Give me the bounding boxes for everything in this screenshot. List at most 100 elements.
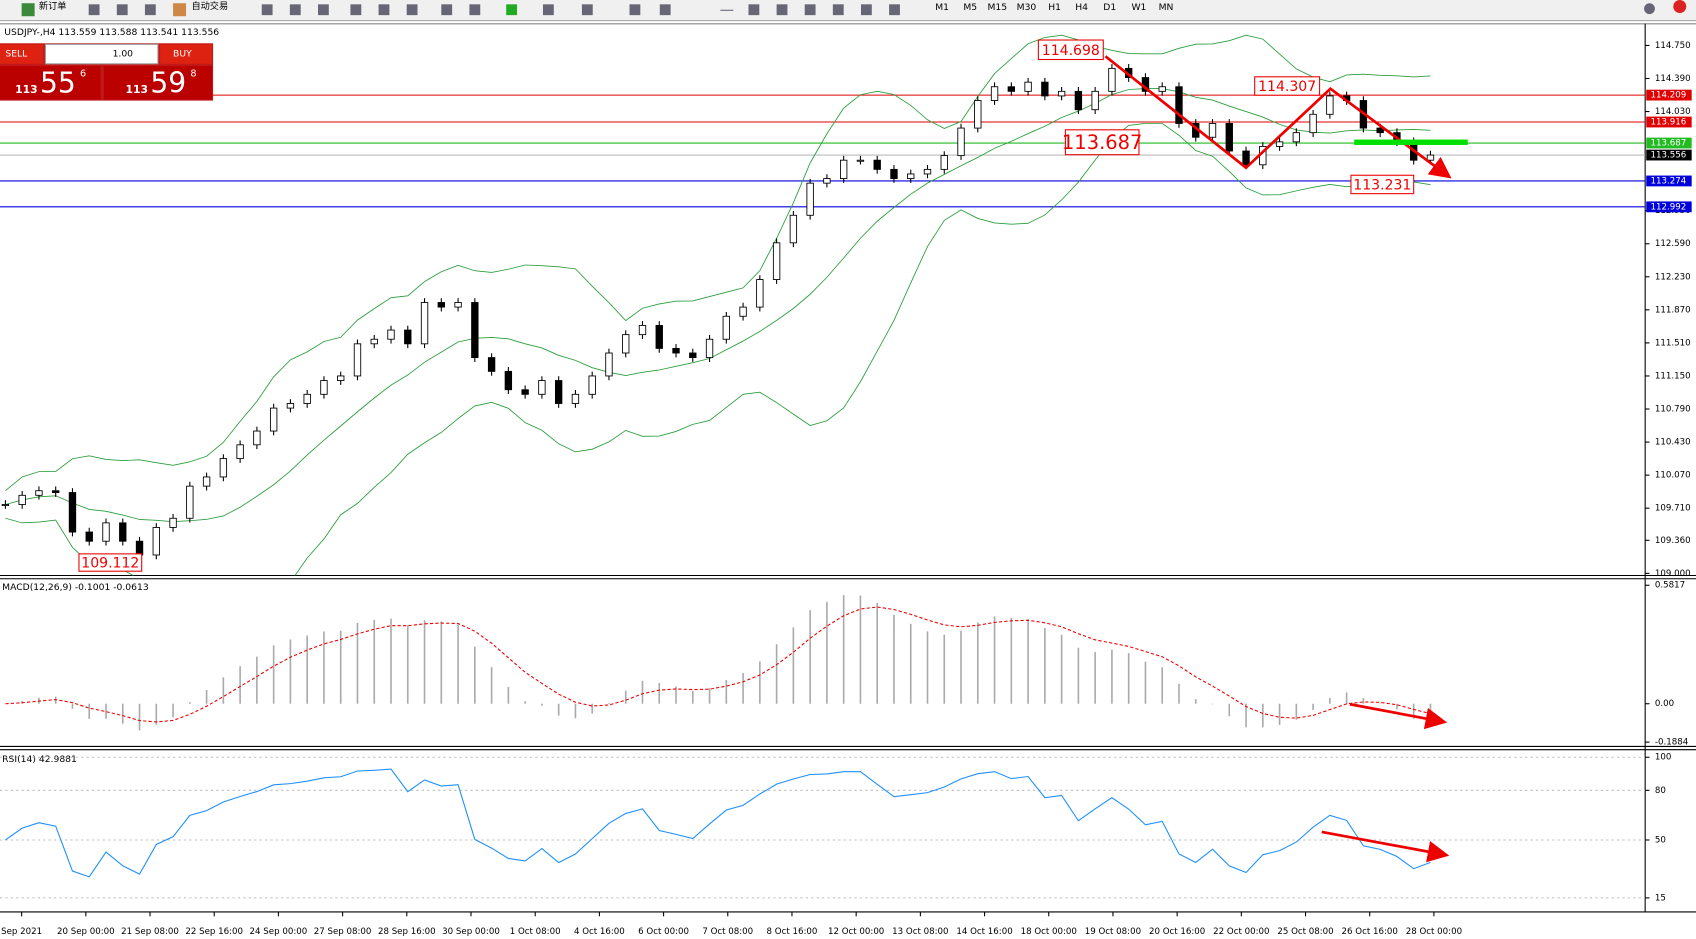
candle xyxy=(437,302,445,308)
bollinger-band xyxy=(5,34,1431,492)
candle xyxy=(1057,90,1066,97)
trend-arrows xyxy=(1104,55,1452,863)
candle xyxy=(1074,90,1083,111)
candle xyxy=(504,370,513,391)
level-tag xyxy=(1646,137,1692,149)
timeframe[interactable]: D1 xyxy=(1103,2,1116,13)
y-tick-label: 110.070 xyxy=(1655,471,1691,481)
candle xyxy=(35,490,43,496)
bollinger-band xyxy=(5,88,1431,523)
level-tag xyxy=(1646,175,1692,187)
candle xyxy=(638,325,647,336)
candle xyxy=(471,302,479,359)
timeframe[interactable]: MN xyxy=(1159,2,1174,13)
candle xyxy=(974,100,982,129)
x-tick-label: 25 Oct 08:00 xyxy=(1277,927,1333,937)
timeframe[interactable]: M5 xyxy=(963,2,977,13)
auto-trading[interactable]: 自动交易 xyxy=(191,0,228,12)
candle xyxy=(1326,95,1334,115)
x-tick-label: 28 Sep 16:00 xyxy=(378,927,436,937)
candle xyxy=(990,86,999,101)
bollinger-band xyxy=(5,122,1431,576)
price-annotation: 113.687 xyxy=(1062,131,1143,154)
buy-pips: 59 xyxy=(150,66,186,99)
price-annotation-box xyxy=(1037,39,1104,61)
x-tick-label: 20 Oct 16:00 xyxy=(1149,927,1205,937)
candle xyxy=(521,389,529,395)
timeframe[interactable]: H1 xyxy=(1048,2,1061,13)
price-annotation-box xyxy=(78,553,143,572)
sell-big: 113 xyxy=(15,83,38,96)
y-tick-label: 112.590 xyxy=(1655,239,1691,249)
buy-price-box[interactable] xyxy=(103,65,212,100)
candle xyxy=(907,173,915,179)
candle xyxy=(202,476,211,487)
level-tag-label: 113.274 xyxy=(1651,176,1687,186)
rsi-line xyxy=(5,768,1431,878)
candle xyxy=(722,315,730,340)
timeframe[interactable]: M1 xyxy=(935,2,949,13)
y-tick-label: 114.390 xyxy=(1655,74,1691,84)
timeframe[interactable]: M30 xyxy=(1017,2,1037,13)
candle xyxy=(756,279,764,308)
candle xyxy=(940,155,948,170)
macd-signal xyxy=(5,606,1431,723)
auto-trade-icon[interactable] xyxy=(173,3,187,17)
level-tag-label: 112.992 xyxy=(1651,202,1687,212)
candle xyxy=(571,393,580,404)
support-bar xyxy=(1354,139,1468,145)
y-tick-label: 112.230 xyxy=(1655,272,1691,282)
candle xyxy=(102,522,110,542)
candle xyxy=(169,517,177,528)
candle xyxy=(739,306,747,317)
price-annotation: 113.231 xyxy=(1353,178,1411,194)
buy-button[interactable] xyxy=(160,44,212,64)
price-annotation: 114.698 xyxy=(1042,43,1100,59)
y-tick-label: 111.510 xyxy=(1655,338,1691,348)
candle xyxy=(253,430,261,446)
x-tick-label: 12 Oct 00:00 xyxy=(828,927,884,937)
sell-text[interactable]: SELL xyxy=(5,49,28,60)
new-order[interactable]: 新订单 xyxy=(39,0,67,12)
candle xyxy=(605,352,613,377)
candle xyxy=(135,540,144,556)
timeframe[interactable]: H4 xyxy=(1075,2,1088,13)
candle xyxy=(1275,141,1284,147)
x-tick-label: 21 Sep 08:00 xyxy=(121,927,179,937)
level-tag xyxy=(1646,201,1692,213)
level-tag-label: 113.556 xyxy=(1651,151,1687,161)
y-tick-label: 109.000 xyxy=(1655,569,1691,579)
x-tick-label: 22 Oct 00:00 xyxy=(1213,927,1269,937)
level-tag-label: 113.687 xyxy=(1651,139,1687,149)
x-tick-label: 4 Oct 16:00 xyxy=(574,927,625,937)
lot-input[interactable] xyxy=(44,43,159,65)
candle xyxy=(689,352,697,359)
candle xyxy=(772,242,781,280)
rsi-tick-label: 15 xyxy=(1655,893,1666,903)
lot-value[interactable]: 1.00 xyxy=(113,49,134,60)
candle xyxy=(1175,86,1183,124)
x-tick-label: 27 Sep 08:00 xyxy=(314,927,372,937)
candle xyxy=(923,168,932,175)
price-annotation-box xyxy=(1350,174,1415,195)
candle xyxy=(588,375,596,395)
buy-text[interactable]: BUY xyxy=(173,49,192,60)
candle xyxy=(236,444,244,460)
new-order-icon[interactable] xyxy=(21,3,35,17)
candle xyxy=(370,338,378,345)
x-tick-label: 24 Sep 00:00 xyxy=(250,927,308,937)
candle xyxy=(85,531,93,542)
sell-button[interactable] xyxy=(0,44,44,64)
x-tick-label: 26 Oct 16:00 xyxy=(1342,927,1398,937)
y-tick-label: 109.360 xyxy=(1655,536,1691,546)
x-tick-label: 8 Oct 16:00 xyxy=(767,927,818,937)
sell-price-box[interactable] xyxy=(0,65,101,100)
price-annotation: 109.112 xyxy=(81,556,139,572)
candle xyxy=(890,168,898,179)
timeframe[interactable]: M15 xyxy=(987,2,1007,13)
x-tick-label: 14 Oct 16:00 xyxy=(956,927,1012,937)
sell-point: 6 xyxy=(80,69,86,80)
rsi-tick-label: 80 xyxy=(1655,786,1666,796)
candle xyxy=(119,522,127,542)
timeframe[interactable]: W1 xyxy=(1131,2,1146,13)
